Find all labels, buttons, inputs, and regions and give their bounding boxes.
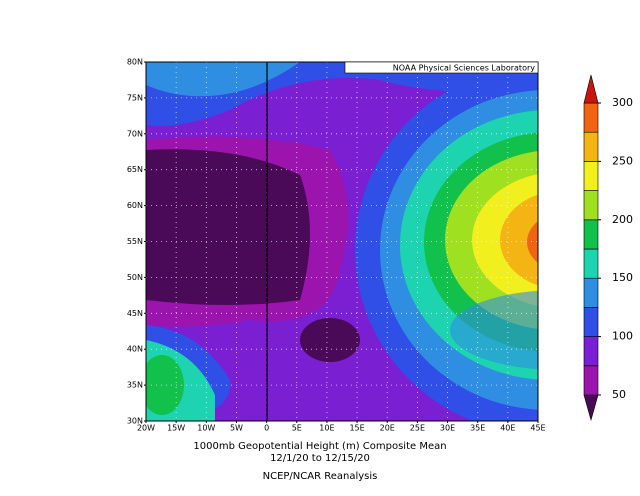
lon-label: 40E	[500, 424, 515, 433]
colorbar-band	[583, 219, 599, 250]
lon-label: 20E	[380, 424, 395, 433]
colorbar-band	[583, 131, 599, 162]
lon-label: 35E	[470, 424, 485, 433]
lat-label: 70N	[127, 129, 143, 138]
colorbar-band	[583, 161, 599, 191]
colorbar-band	[583, 307, 599, 337]
colorbar-tip	[583, 74, 599, 104]
lon-label: 25E	[410, 424, 425, 433]
footer-dates: 12/1/20 to 12/15/20	[270, 453, 370, 464]
lat-label: 50N	[127, 273, 143, 282]
colorbar-band	[583, 365, 599, 396]
lon-label: 0	[264, 424, 269, 433]
lon-label: 5E	[292, 424, 302, 433]
lon-label: 15E	[349, 424, 364, 433]
lat-label: 35N	[127, 381, 143, 390]
badge-box	[344, 61, 539, 74]
footer-title: 1000mb Geopotential Height (m) Composite…	[193, 441, 446, 452]
lon-label: 10E	[319, 424, 334, 433]
colorbar-label: 150	[612, 271, 633, 284]
lat-label: 40N	[127, 345, 143, 354]
lat-label: 45N	[127, 309, 143, 318]
lon-label: 45E	[530, 424, 545, 433]
lon-label: 20W	[137, 424, 155, 433]
footer-source: NCEP/NCAR Reanalysis	[263, 471, 378, 482]
lat-label: 65N	[127, 165, 143, 174]
colorbar-label: 250	[612, 154, 633, 167]
colorbar-label: 50	[612, 388, 626, 401]
lon-label: 30E	[440, 424, 455, 433]
lat-label: 80N	[127, 58, 143, 67]
height-field	[146, 62, 538, 421]
colorbar-band	[583, 102, 599, 133]
lon-label: 5W	[230, 424, 243, 433]
colorbar-label: 300	[612, 96, 633, 109]
colorbar-band	[583, 248, 599, 279]
lat-label: 60N	[127, 201, 143, 210]
badge: NOAA Physical Sciences Laboratory	[393, 64, 536, 73]
colorbar-label: 200	[612, 213, 633, 226]
lat-label: 55N	[127, 237, 143, 246]
lat-label: 30N	[127, 417, 143, 426]
lat-label: 75N	[127, 93, 143, 102]
colorbar-tip	[583, 394, 599, 422]
colorbar-band	[583, 190, 599, 221]
colorbar-band	[583, 336, 599, 367]
lon-label: 10W	[197, 424, 215, 433]
colorbar-label: 100	[612, 330, 633, 343]
colorbar-band	[583, 277, 599, 308]
lon-label: 15W	[167, 424, 185, 433]
colorbar: 50 100 150 200 250 300	[583, 74, 633, 422]
